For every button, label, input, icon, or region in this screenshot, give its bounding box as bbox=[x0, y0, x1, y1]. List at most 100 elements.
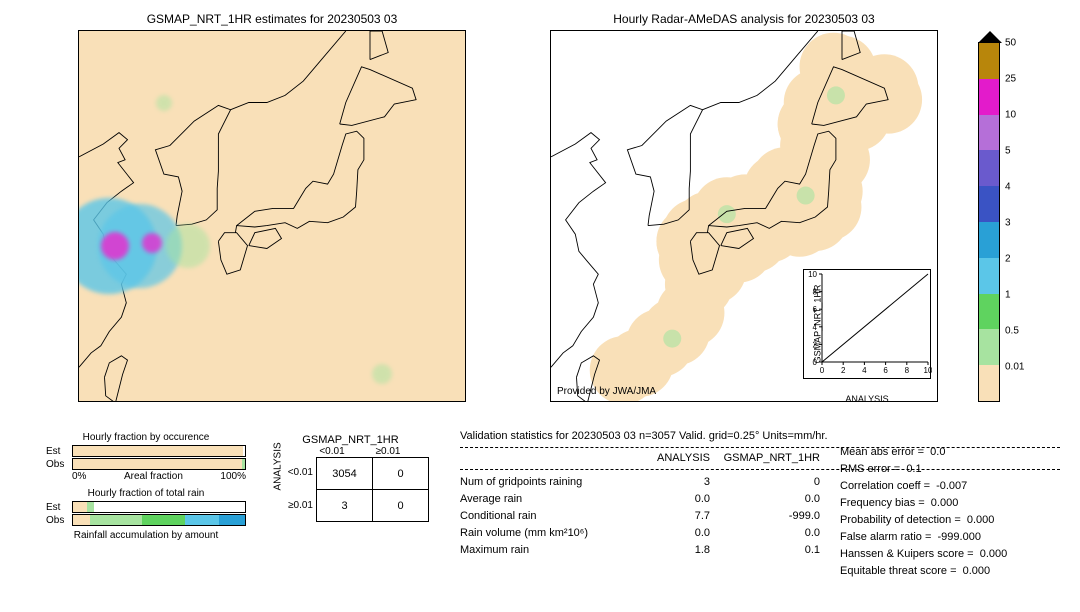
colorbar-segment bbox=[979, 43, 999, 79]
ct-col-header: GSMAP_NRT_1HR bbox=[272, 434, 429, 446]
bar-label: Obs bbox=[46, 459, 72, 470]
colorbar-tick: 0.01 bbox=[1005, 362, 1024, 373]
stat-val-a: 7.7 bbox=[630, 508, 710, 525]
contingency-block: GSMAP_NRT_1HR ANALYSIS <0.01≥0.01 <0.01≥… bbox=[272, 434, 429, 522]
ct-cell: 0 bbox=[373, 458, 429, 490]
svg-text:6: 6 bbox=[883, 366, 888, 375]
inset-ylabel: GSMAP_NRT_1HR bbox=[812, 285, 822, 364]
colorbar-segment bbox=[979, 365, 999, 401]
colorbar-tick: 50 bbox=[1005, 38, 1016, 49]
colorbar-tick: 1 bbox=[1005, 290, 1011, 301]
colorbar-segment bbox=[979, 294, 999, 330]
stat-row: False alarm ratio = -999.000 bbox=[840, 529, 1070, 546]
colorbar-segment bbox=[979, 79, 999, 115]
bar-label: Est bbox=[46, 502, 72, 513]
stat-row: RMS error = 0.1 bbox=[840, 461, 1070, 478]
stat-val-b: 0.1 bbox=[710, 542, 820, 559]
svg-text:4: 4 bbox=[862, 366, 867, 375]
stat-val-a: 3 bbox=[630, 474, 710, 491]
ct-cell: 0 bbox=[373, 490, 429, 522]
bar-track bbox=[72, 501, 246, 513]
validation-right: Mean abs error = 0.0RMS error = 0.1Corre… bbox=[840, 444, 1070, 580]
stat-row: Hanssen & Kuipers score = 0.000 bbox=[840, 546, 1070, 563]
hourly-fraction-block: Hourly fraction by occurence Est Obs 0% … bbox=[46, 430, 246, 543]
bar-row: Obs bbox=[46, 514, 246, 526]
bar-row: Obs bbox=[46, 458, 246, 470]
provider-label: Provided by JWA/JMA bbox=[557, 386, 656, 397]
inset-xlabel: ANALYSIS bbox=[804, 394, 930, 402]
bar-track bbox=[72, 514, 246, 526]
left-map-title: GSMAP_NRT_1HR estimates for 20230503 03 bbox=[78, 12, 466, 26]
precip-blob bbox=[101, 232, 129, 260]
scatter-inset: 00224466881010 ANALYSIS GSMAP_NRT_1HR bbox=[803, 269, 931, 379]
stat-label: Num of gridpoints raining bbox=[460, 474, 630, 491]
colorbar-tick: 0.5 bbox=[1005, 326, 1019, 337]
axis-left: 0% bbox=[72, 471, 86, 482]
stat-val-b: 0.0 bbox=[710, 491, 820, 508]
bar-label: Obs bbox=[46, 515, 72, 526]
svg-text:0: 0 bbox=[820, 366, 825, 375]
colorbar-segment bbox=[979, 222, 999, 258]
axis-label: Areal fraction bbox=[124, 471, 183, 482]
precip-blob bbox=[166, 224, 210, 268]
ct-cell: 3 bbox=[317, 490, 373, 522]
stat-val-a: 0.0 bbox=[630, 491, 710, 508]
colorbar-tick: 25 bbox=[1005, 74, 1016, 85]
bar-label: Est bbox=[46, 446, 72, 457]
stat-row: Mean abs error = 0.0 bbox=[840, 444, 1070, 461]
stat-row: Correlation coeff = -0.007 bbox=[840, 478, 1070, 495]
stat-row: Frequency bias = 0.000 bbox=[840, 495, 1070, 512]
colorbar-segment bbox=[979, 150, 999, 186]
ct-row-label: ≥0.01 bbox=[284, 490, 313, 522]
stat-row: Probability of detection = 0.000 bbox=[840, 512, 1070, 529]
contingency-table: 3054030 bbox=[316, 457, 429, 522]
stat-label: Conditional rain bbox=[460, 508, 630, 525]
bar-row: Est bbox=[46, 445, 246, 457]
svg-text:2: 2 bbox=[841, 366, 846, 375]
bar-track bbox=[72, 445, 246, 457]
ct-col-label: ≥0.01 bbox=[360, 446, 416, 457]
stat-val-a: 0.0 bbox=[630, 525, 710, 542]
stat-row: Equitable threat score = 0.000 bbox=[840, 563, 1070, 580]
colorbar-tick: 10 bbox=[1005, 110, 1016, 121]
validation-title: Validation statistics for 20230503 03 n=… bbox=[460, 428, 1060, 445]
precip-blob bbox=[156, 95, 172, 111]
colorbar-segment bbox=[979, 258, 999, 294]
stat-val-b: 0.0 bbox=[710, 525, 820, 542]
colorbar-tick: 4 bbox=[1005, 182, 1011, 193]
colorbar-extend-icon bbox=[978, 31, 1002, 43]
stat-row: Num of gridpoints raining 3 0 bbox=[460, 474, 830, 491]
gsmap-map: 125°E130°E135°E140°E145°E25°N30°N35°N40°… bbox=[78, 30, 466, 402]
ct-col-label: <0.01 bbox=[304, 446, 360, 457]
bar-track bbox=[72, 458, 246, 470]
radar-map: Provided by JWA/JMA 00224466881010 ANALY… bbox=[550, 30, 938, 402]
stat-val-b: 0 bbox=[710, 474, 820, 491]
occurrence-title: Hourly fraction by occurence bbox=[46, 432, 246, 443]
stat-label: Average rain bbox=[460, 491, 630, 508]
colorbar-segment bbox=[979, 329, 999, 365]
svg-text:8: 8 bbox=[905, 366, 910, 375]
total-title: Hourly fraction of total rain bbox=[46, 488, 246, 499]
stat-row: Average rain 0.0 0.0 bbox=[460, 491, 830, 508]
right-map-title: Hourly Radar-AMeDAS analysis for 2023050… bbox=[550, 12, 938, 26]
stat-row: Maximum rain 1.8 0.1 bbox=[460, 542, 830, 559]
svg-text:10: 10 bbox=[808, 270, 817, 279]
bar-row: Est bbox=[46, 501, 246, 513]
colorbar-tick: 5 bbox=[1005, 146, 1011, 157]
stat-val-b: -999.0 bbox=[710, 508, 820, 525]
colorbar-tick: 2 bbox=[1005, 254, 1011, 265]
colorbar-segment bbox=[979, 186, 999, 222]
stat-row: Conditional rain 7.7 -999.0 bbox=[460, 508, 830, 525]
colorbar: 502510543210.50.01 bbox=[978, 42, 1000, 402]
ct-row-label: <0.01 bbox=[284, 457, 313, 489]
stat-row: Rain volume (mm km²10⁶) 0.0 0.0 bbox=[460, 525, 830, 542]
accum-title: Rainfall accumulation by amount bbox=[46, 530, 246, 541]
stat-val-a: 1.8 bbox=[630, 542, 710, 559]
ct-row-header: ANALYSIS bbox=[273, 478, 284, 490]
axis-right: 100% bbox=[220, 471, 246, 482]
colorbar-segment bbox=[979, 115, 999, 151]
ct-cell: 3054 bbox=[317, 458, 373, 490]
stat-label: Maximum rain bbox=[460, 542, 630, 559]
svg-text:10: 10 bbox=[924, 366, 932, 375]
precip-blob bbox=[142, 233, 162, 253]
